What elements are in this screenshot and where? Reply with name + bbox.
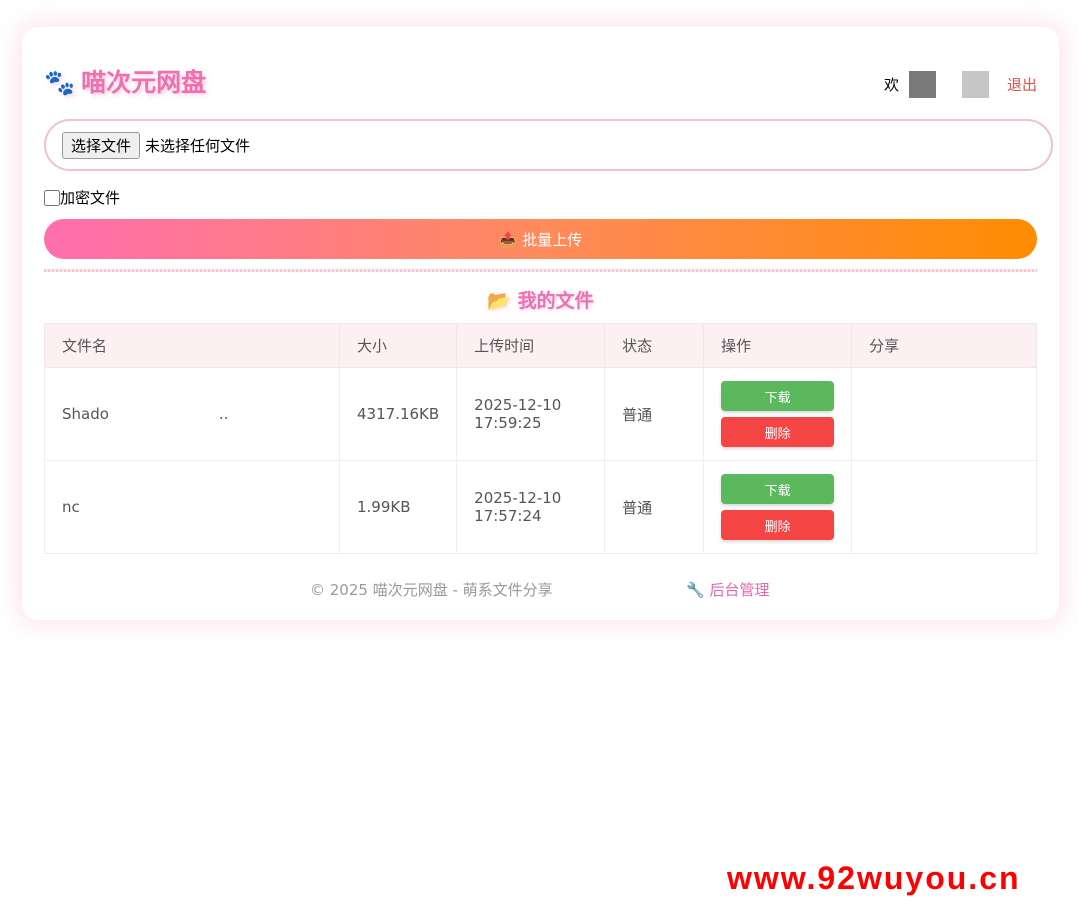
file-size: 1.99KB [338, 460, 458, 554]
column-header: 大小 [338, 323, 458, 368]
no-file-text: 未选择任何文件 [145, 136, 251, 155]
column-header: 分享 [851, 323, 1037, 368]
share-cell [851, 460, 1037, 554]
download-button[interactable]: 下载 [721, 474, 835, 504]
paw-icon: 🐾 [44, 68, 76, 97]
main-card: 🐾 喵次元网盘 欢 退出 选择文件 未选择任何文件 加密文件 📤 批量上传 📂 我… [22, 27, 1059, 620]
file-status: 普通 [604, 367, 705, 461]
actions: 下载 删除 [703, 460, 853, 554]
file-input[interactable]: 选择文件 未选择任何文件 [44, 119, 1053, 171]
placeholder-block [908, 71, 936, 98]
section-title: 📂 我的文件 [487, 290, 594, 312]
column-header: 文件名 [44, 323, 340, 368]
file-name: nc [44, 460, 340, 554]
choose-file-button[interactable]: 选择文件 [62, 131, 141, 159]
column-header: 状态 [604, 323, 705, 368]
share-cell [851, 367, 1037, 461]
table-row: Shado.. 4317.16KB 2025-12-10 17:59:25 普通 … [44, 367, 1037, 461]
file-status: 普通 [604, 460, 705, 554]
download-button[interactable]: 下载 [721, 381, 835, 411]
encrypt-option[interactable]: 加密文件 [44, 187, 120, 208]
delete-button[interactable]: 删除 [721, 510, 835, 540]
file-table: 文件名 大小 上传时间 状态 操作 分享 Shado.. 4317.16KB 2… [44, 323, 1037, 554]
placeholder-block [961, 71, 989, 98]
column-header: 上传时间 [456, 323, 606, 368]
divider [44, 269, 1037, 272]
file-name: Shado.. [44, 367, 340, 461]
site-title-text: 喵次元网盘 [81, 68, 207, 97]
admin-link[interactable]: 🔧 后台管理 [686, 581, 770, 599]
site-title: 🐾 喵次元网盘 [44, 63, 206, 99]
file-size: 4317.16KB [338, 367, 458, 461]
encrypt-label: 加密文件 [60, 189, 121, 207]
batch-upload-button[interactable]: 📤 批量上传 [44, 219, 1037, 259]
footer-text: © 2025 喵次元网盘 - 萌系文件分享 [310, 581, 553, 599]
upload-time: 2025-12-10 17:59:25 [456, 367, 606, 461]
column-header: 操作 [703, 323, 853, 368]
encrypt-checkbox[interactable] [44, 189, 60, 206]
actions: 下载 删除 [703, 367, 853, 461]
watermark: www.92wuyou.cn [727, 860, 1021, 896]
delete-button[interactable]: 删除 [721, 417, 835, 447]
upload-time: 2025-12-10 17:57:24 [456, 460, 606, 554]
logout-link[interactable]: 退出 [1006, 76, 1037, 94]
table-row: nc 1.99KB 2025-12-10 17:57:24 普通 下载删除 [44, 460, 1037, 554]
user-area: 欢 退出 [884, 71, 1037, 98]
greeting: 欢 [883, 76, 899, 94]
